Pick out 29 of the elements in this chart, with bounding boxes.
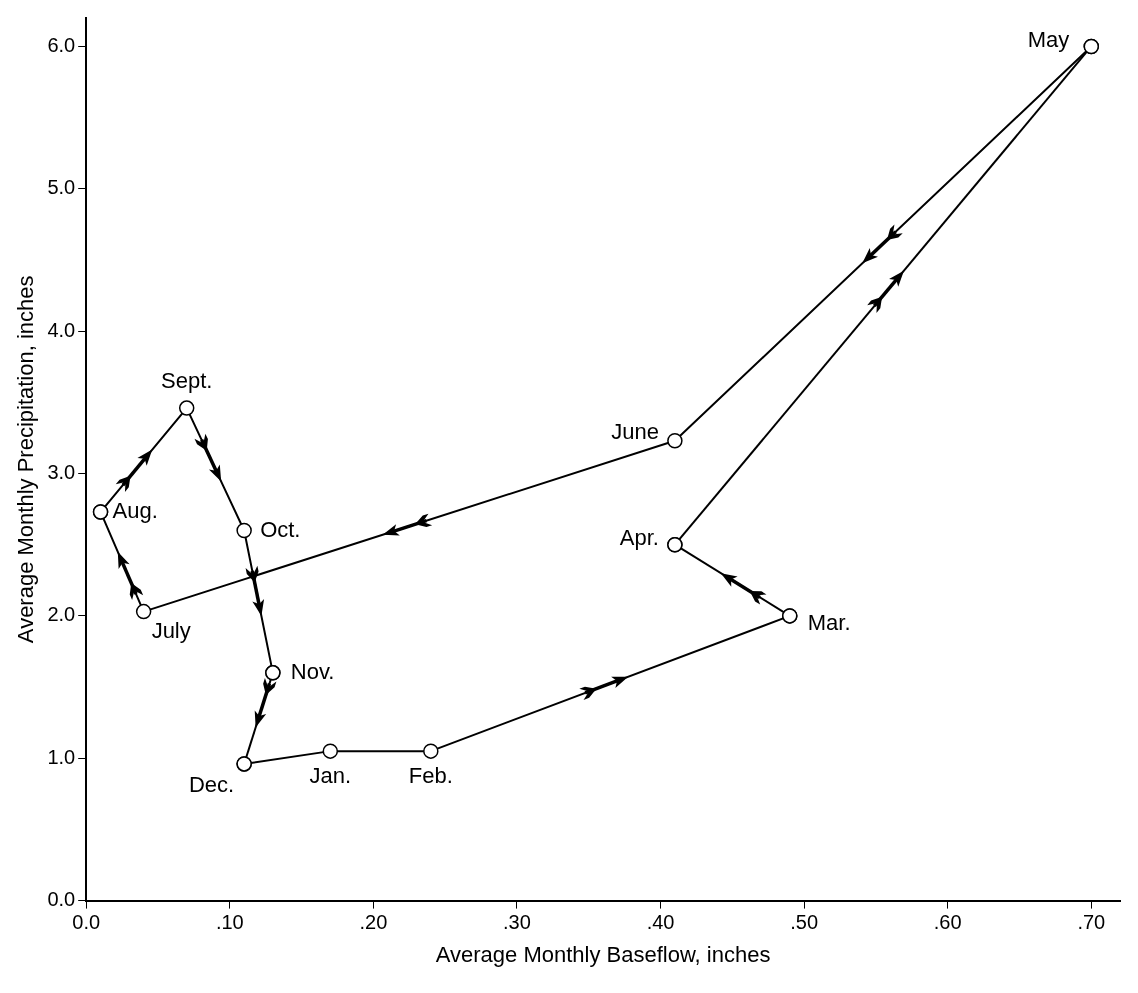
y-tick-label: 0.0 — [47, 888, 76, 911]
annotation: Aug. — [112, 498, 158, 524]
y-axis-title: Average Monthly Precipitation, inches — [13, 275, 39, 644]
y-tick-label: 2.0 — [47, 603, 76, 626]
x-tick-label: .20 — [359, 911, 388, 934]
annotation: Jan. — [309, 763, 352, 789]
y-tick-label: 4.0 — [47, 318, 76, 341]
x-tick-label: .50 — [790, 911, 819, 934]
annotation: Mar. — [807, 609, 851, 635]
annotation: Oct. — [260, 516, 301, 542]
y-tick-label: 5.0 — [47, 176, 76, 199]
x-tick-label: .60 — [933, 911, 962, 934]
annotation: Dec. — [188, 772, 235, 797]
annotation: May — [1027, 26, 1070, 52]
x-tick-label: .30 — [503, 911, 531, 934]
annotation: Apr. — [619, 524, 659, 550]
x-tick-label: .70 — [1077, 911, 1106, 934]
annotation: Sept. — [161, 368, 213, 394]
x-tick-label: 0.0 — [72, 911, 101, 934]
annotation: July — [151, 617, 191, 643]
annotation: Feb. — [408, 763, 453, 789]
x-tick-label: .40 — [646, 911, 675, 934]
annotation: Nov. — [290, 658, 335, 684]
y-tick-label: 6.0 — [47, 33, 76, 56]
annotation: June — [611, 418, 659, 444]
y-tick-label: 3.0 — [47, 461, 76, 484]
x-axis-title: Average Monthly Baseflow, inches — [435, 941, 771, 967]
y-tick-label: 1.0 — [47, 745, 76, 768]
x-tick-label: .10 — [215, 911, 244, 934]
